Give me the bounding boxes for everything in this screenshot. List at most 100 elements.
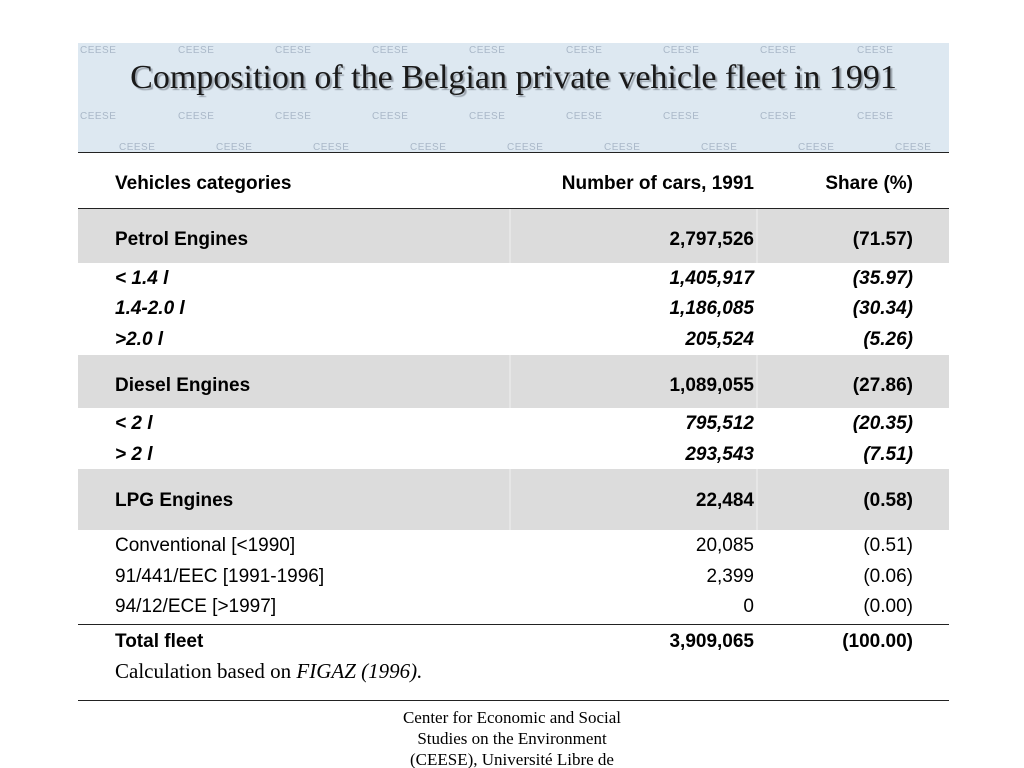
- watermark-text: CEESE: [178, 111, 215, 122]
- row-count: 2,797,526: [669, 229, 754, 250]
- watermark-text: CEESE: [701, 142, 738, 152]
- table-row-lpg-conventional: Conventional [<1990] 20,085 (0.51): [0, 535, 1024, 565]
- row-category: > 2 l: [115, 444, 153, 465]
- row-category: 1.4-2.0 l: [115, 298, 185, 319]
- watermark-text: CEESE: [275, 111, 312, 122]
- row-share: (35.97): [852, 268, 913, 289]
- row-count: 2,399: [706, 566, 754, 587]
- header-rule: [78, 208, 949, 209]
- row-category: < 2 l: [115, 413, 153, 434]
- watermark-text: CEESE: [119, 142, 156, 152]
- row-category: < 1.4 l: [115, 268, 169, 289]
- watermark-text: CEESE: [857, 111, 894, 122]
- row-share: (0.51): [863, 535, 913, 556]
- watermark-text: CEESE: [313, 142, 350, 152]
- column-separator: [756, 209, 758, 263]
- watermark-text: CEESE: [566, 45, 603, 56]
- watermark-text: CEESE: [410, 142, 447, 152]
- petrol-band: [78, 209, 949, 263]
- row-count: 22,484: [695, 490, 754, 511]
- row-share: (0.06): [863, 566, 913, 587]
- table-header-row: Vehicles categories Number of cars, 1991…: [0, 173, 1024, 203]
- table-top-rule: [78, 152, 949, 153]
- row-share: (100.00): [842, 631, 913, 652]
- watermark-text: CEESE: [507, 142, 544, 152]
- row-share: (0.00): [863, 596, 913, 617]
- column-separator: [509, 355, 511, 408]
- row-count: 795,512: [685, 413, 754, 434]
- header-category: Vehicles categories: [115, 173, 292, 194]
- row-category: Diesel Engines: [115, 375, 251, 396]
- watermark-text: CEESE: [469, 45, 506, 56]
- watermark-text: CEESE: [275, 45, 312, 56]
- watermark-text: CEESE: [372, 45, 409, 56]
- row-share: (0.58): [863, 490, 913, 511]
- table-bottom-rule: [78, 700, 949, 701]
- footer-line: Studies on the Environment: [417, 729, 607, 748]
- watermark-text: CEESE: [760, 111, 797, 122]
- row-category: 94/12/ECE [>1997]: [115, 596, 277, 617]
- table-row-total: Total fleet 3,909,065 (100.00): [0, 631, 1024, 661]
- column-separator: [509, 209, 511, 263]
- watermark-text: CEESE: [663, 111, 700, 122]
- table-row-diesel: Diesel Engines 1,089,055 (27.86): [0, 375, 1024, 405]
- watermark-text: CEESE: [760, 45, 797, 56]
- header-count: Number of cars, 1991: [561, 173, 754, 194]
- title-banner: CEESE CEESE CEESE CEESE CEESE CEESE CEES…: [78, 43, 949, 152]
- watermark-text: CEESE: [895, 142, 932, 152]
- table-row-petrol-large: >2.0 l 205,524 (5.26): [0, 329, 1024, 359]
- footer-line: (CEESE), Université Libre de: [410, 750, 614, 768]
- row-count: 0: [743, 596, 754, 617]
- row-category: Total fleet: [115, 631, 204, 652]
- row-count: 1,186,085: [669, 298, 754, 319]
- watermark-text: CEESE: [372, 111, 409, 122]
- source-note-prefix: Calculation based on: [115, 659, 297, 683]
- table-row-petrol-small: < 1.4 l 1,405,917 (35.97): [0, 268, 1024, 298]
- row-category: 91/441/EEC [1991-1996]: [115, 566, 325, 587]
- row-count: 20,085: [695, 535, 754, 556]
- table-row-lpg: LPG Engines 22,484 (0.58): [0, 490, 1024, 520]
- row-share: (71.57): [852, 229, 913, 250]
- source-note: Calculation based on FIGAZ (1996).: [115, 659, 422, 684]
- diesel-band: [78, 355, 949, 408]
- watermark-text: CEESE: [216, 142, 253, 152]
- row-category: LPG Engines: [115, 490, 234, 511]
- row-category: Petrol Engines: [115, 229, 249, 250]
- column-separator: [756, 355, 758, 408]
- watermark-text: CEESE: [178, 45, 215, 56]
- slide-title: Composition of the Belgian private vehic…: [130, 59, 897, 96]
- header-share: Share (%): [825, 173, 913, 194]
- watermark-text: CEESE: [798, 142, 835, 152]
- row-share: (30.34): [852, 298, 913, 319]
- row-count: 293,543: [685, 444, 754, 465]
- table-row-petrol-medium: 1.4-2.0 l 1,186,085 (30.34): [0, 298, 1024, 328]
- column-separator: [756, 469, 758, 530]
- watermark-text: CEESE: [566, 111, 603, 122]
- row-category: >2.0 l: [115, 329, 164, 350]
- watermark-text: CEESE: [857, 45, 894, 56]
- watermark-text: CEESE: [604, 142, 641, 152]
- total-rule: [78, 624, 949, 625]
- table-row-petrol: Petrol Engines 2,797,526 (71.57): [0, 229, 1024, 259]
- table-row-diesel-small: < 2 l 795,512 (20.35): [0, 413, 1024, 443]
- table-row-lpg-eec: 91/441/EEC [1991-1996] 2,399 (0.06): [0, 566, 1024, 596]
- table-row-diesel-large: > 2 l 293,543 (7.51): [0, 444, 1024, 474]
- watermark-text: CEESE: [80, 111, 117, 122]
- source-note-reference: FIGAZ (1996).: [296, 659, 423, 683]
- row-count: 205,524: [685, 329, 754, 350]
- watermark-text: CEESE: [663, 45, 700, 56]
- row-count: 1,405,917: [669, 268, 754, 289]
- watermark-text: CEESE: [80, 45, 117, 56]
- lpg-band: [78, 469, 949, 530]
- row-share: (20.35): [852, 413, 913, 434]
- row-share: (27.86): [852, 375, 913, 396]
- row-category: Conventional [<1990]: [115, 535, 296, 556]
- footer-line: Center for Economic and Social: [402, 708, 622, 727]
- column-separator: [509, 469, 511, 530]
- row-count: 3,909,065: [669, 631, 754, 652]
- footer-credit: Center for Economic and Social Studies o…: [362, 707, 662, 768]
- table-row-lpg-ece: 94/12/ECE [>1997] 0 (0.00): [0, 596, 1024, 626]
- watermark-text: CEESE: [469, 111, 506, 122]
- row-share: (5.26): [863, 329, 913, 350]
